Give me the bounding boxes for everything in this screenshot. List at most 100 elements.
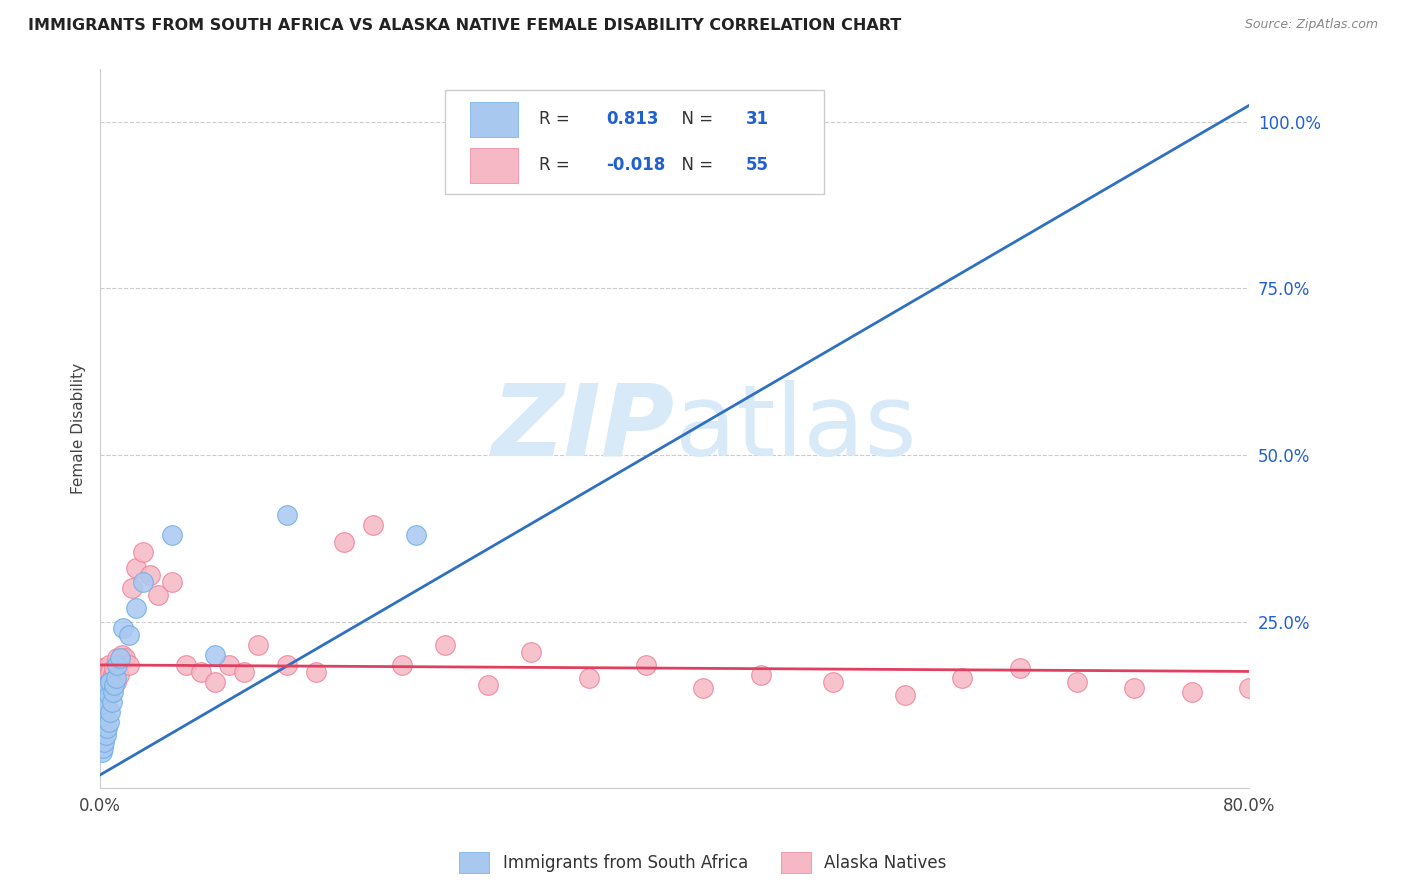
Point <box>692 681 714 696</box>
Point <box>97 657 120 672</box>
Point <box>1123 681 1146 696</box>
Point <box>125 561 148 575</box>
Point <box>749 102 772 116</box>
Point <box>97 714 120 729</box>
Text: IMMIGRANTS FROM SOUTH AFRICA VS ALASKA NATIVE FEMALE DISABILITY CORRELATION CHAR: IMMIGRANTS FROM SOUTH AFRICA VS ALASKA N… <box>28 18 901 33</box>
Point <box>94 671 117 685</box>
Point <box>477 678 499 692</box>
Point <box>391 657 413 672</box>
Point <box>361 518 384 533</box>
Point <box>204 674 226 689</box>
Point <box>96 721 118 735</box>
Text: ZIP: ZIP <box>492 380 675 477</box>
Point <box>98 674 121 689</box>
Point <box>146 588 169 602</box>
Point <box>96 688 118 702</box>
Point <box>90 674 112 689</box>
Point <box>578 671 600 685</box>
Point <box>950 671 973 685</box>
Point <box>110 651 132 665</box>
Point <box>125 601 148 615</box>
Point <box>91 741 114 756</box>
Point <box>160 574 183 589</box>
Point <box>97 674 120 689</box>
Text: R =: R = <box>538 156 575 174</box>
Text: atlas: atlas <box>675 380 917 477</box>
Point <box>103 678 125 692</box>
Point <box>132 544 155 558</box>
Point <box>232 665 254 679</box>
Point <box>104 671 127 685</box>
Point <box>91 707 114 722</box>
Point <box>132 574 155 589</box>
Point <box>91 691 114 706</box>
Point <box>1066 674 1088 689</box>
Point <box>749 668 772 682</box>
Point <box>1181 684 1204 698</box>
Point <box>96 665 118 679</box>
Point <box>98 665 121 679</box>
Point <box>190 665 212 679</box>
Point <box>105 657 128 672</box>
Point <box>90 718 112 732</box>
Point <box>634 657 657 672</box>
Point <box>93 681 115 696</box>
Point <box>93 734 115 748</box>
Point <box>97 688 120 702</box>
Point <box>520 645 543 659</box>
FancyBboxPatch shape <box>470 148 519 183</box>
Point <box>96 678 118 692</box>
Point <box>433 638 456 652</box>
Point <box>101 684 124 698</box>
FancyBboxPatch shape <box>470 102 519 136</box>
Point <box>98 678 121 692</box>
Text: R =: R = <box>538 111 575 128</box>
Point <box>821 674 844 689</box>
Point <box>91 684 114 698</box>
Point <box>104 674 127 689</box>
Point <box>103 661 125 675</box>
Point <box>1008 661 1031 675</box>
Text: 31: 31 <box>747 111 769 128</box>
Point <box>111 648 134 662</box>
Point <box>100 671 122 685</box>
Point <box>139 568 162 582</box>
Point <box>114 651 136 665</box>
Text: N =: N = <box>671 156 718 174</box>
Point <box>160 528 183 542</box>
Point <box>405 528 427 542</box>
Point <box>91 661 114 675</box>
Point <box>218 657 240 672</box>
Point <box>93 701 115 715</box>
Point <box>247 638 270 652</box>
Point <box>107 668 129 682</box>
Point <box>276 657 298 672</box>
Point <box>304 665 326 679</box>
Point <box>105 651 128 665</box>
Point <box>90 665 112 679</box>
Legend: Immigrants from South Africa, Alaska Natives: Immigrants from South Africa, Alaska Nat… <box>453 846 953 880</box>
Point <box>276 508 298 522</box>
Point <box>98 705 121 719</box>
Point <box>121 582 143 596</box>
Y-axis label: Female Disability: Female Disability <box>72 363 86 494</box>
Point <box>100 695 122 709</box>
Text: N =: N = <box>671 111 718 128</box>
Text: Source: ZipAtlas.com: Source: ZipAtlas.com <box>1244 18 1378 31</box>
Point <box>176 657 198 672</box>
Point <box>333 534 356 549</box>
Point <box>93 668 115 682</box>
Point <box>94 681 117 696</box>
Point <box>90 745 112 759</box>
Point <box>118 628 141 642</box>
Point <box>94 698 117 712</box>
Point <box>1239 681 1261 696</box>
Text: -0.018: -0.018 <box>606 156 665 174</box>
Text: 0.813: 0.813 <box>606 111 658 128</box>
Point <box>893 688 915 702</box>
Point <box>94 728 117 742</box>
Point <box>204 648 226 662</box>
FancyBboxPatch shape <box>444 90 824 194</box>
Point <box>101 668 124 682</box>
Point <box>118 657 141 672</box>
